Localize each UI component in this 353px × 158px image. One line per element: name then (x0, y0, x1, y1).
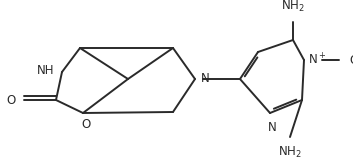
Text: N: N (201, 73, 210, 85)
Text: N$^+$: N$^+$ (308, 52, 327, 68)
Text: O$^-$: O$^-$ (349, 54, 353, 67)
Text: NH$_2$: NH$_2$ (278, 145, 302, 158)
Text: O: O (7, 94, 16, 107)
Text: O: O (82, 118, 91, 131)
Text: NH$_2$: NH$_2$ (281, 0, 305, 14)
Text: NH: NH (36, 64, 54, 78)
Text: N: N (268, 121, 276, 134)
